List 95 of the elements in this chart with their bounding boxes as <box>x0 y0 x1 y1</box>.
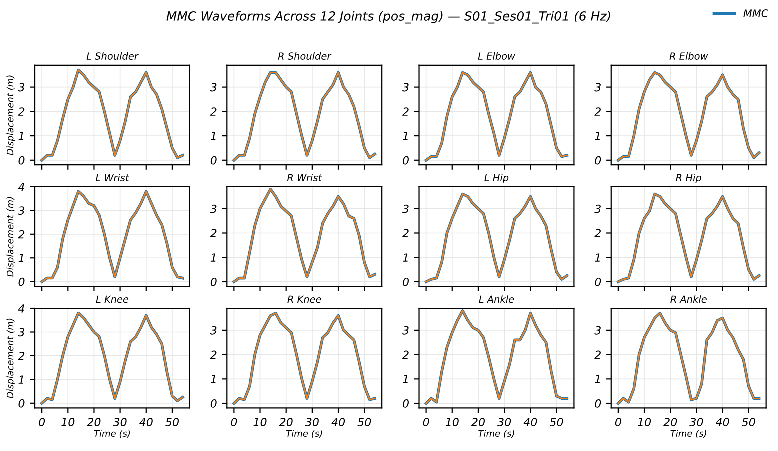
y-tick-label: 0 <box>403 278 409 286</box>
x-tick-label: 0 <box>423 418 430 426</box>
x-axis-title: Time (s) <box>670 430 706 438</box>
chart-subtitle: R Shoulder <box>278 52 332 60</box>
y-tick-label: 0 <box>210 156 217 165</box>
x-tick-label: 10 <box>254 418 267 426</box>
y-tick-label: 0 <box>403 400 409 408</box>
y-tick-label: 2 <box>594 108 601 116</box>
y-tick-label: 3 <box>18 206 25 216</box>
y-tick-label: 3 <box>210 326 217 335</box>
y-tick-label: 0 <box>18 278 25 286</box>
x-tick-label: 30 <box>498 418 512 426</box>
y-tick-label: 2 <box>18 352 25 360</box>
y-axis-title: Displacement (m) <box>6 318 16 398</box>
y-tick-label: 1 <box>595 254 600 262</box>
x-tick-label: 20 <box>471 418 485 426</box>
y-tick-label: 1 <box>18 376 24 384</box>
text: MMC Waveforms Across 12 Joints (pos_mag) — S01_Ses01_Tri01 (6 Hz) <box>166 11 610 24</box>
chart-subtitle: L Ankle <box>479 296 514 304</box>
x-tick-label: 20 <box>664 418 678 426</box>
y-tick-label: 3 <box>18 328 25 337</box>
y-tick-label: 1 <box>403 132 408 140</box>
y-axis-title: Displacement (m) <box>6 76 16 156</box>
chart-subtitle: L Knee <box>96 296 129 304</box>
x-tick-label: 40 <box>524 418 538 426</box>
y-tick-label: 3 <box>402 326 409 335</box>
x-tick-label: 30 <box>113 418 127 426</box>
y-tick-label: 3 <box>402 204 409 214</box>
x-tick-label: 0 <box>615 418 622 426</box>
chart-subtitle: R Knee <box>288 296 322 304</box>
y-tick-label: 1 <box>595 375 600 384</box>
x-tick-label: 50 <box>358 418 372 426</box>
y-tick-label: 1 <box>210 254 216 262</box>
x-tick-label: 50 <box>742 418 756 426</box>
x-tick-label: 10 <box>62 418 75 426</box>
y-tick-label: 1 <box>403 375 408 384</box>
y-tick-label: 3 <box>18 83 25 92</box>
y-tick-label: 2 <box>594 229 601 238</box>
y-tick-label: 2 <box>402 229 409 238</box>
y-tick-label: 0 <box>595 400 602 408</box>
chart-subtitle: L Shoulder <box>86 52 139 60</box>
x-axis-title: Time (s) <box>94 430 130 438</box>
legend-label: MMC <box>744 10 769 18</box>
y-tick-label: 0 <box>595 156 602 165</box>
x-tick-label: 20 <box>279 418 293 426</box>
y-tick-label: 2 <box>18 230 25 239</box>
x-tick-label: 10 <box>446 418 459 426</box>
y-tick-label: 2 <box>210 350 217 360</box>
chart-subtitle: L Wrist <box>96 174 130 182</box>
y-tick-label: 0 <box>210 400 217 408</box>
y-tick-label: 0 <box>18 399 25 408</box>
y-tick-label: 1 <box>18 254 24 262</box>
y-tick-label: 3 <box>594 326 601 335</box>
x-tick-label: 40 <box>140 418 153 426</box>
y-tick-label: 3 <box>210 204 217 214</box>
y-tick-label: 3 <box>210 83 217 92</box>
chart-subtitle: L Elbow <box>478 52 516 60</box>
x-tick-label: 20 <box>87 418 101 426</box>
chart-subtitle: R Ankle <box>670 296 707 304</box>
y-tick-label: 1 <box>18 132 24 140</box>
x-axis-title: Time (s) <box>478 430 514 438</box>
x-tick-label: 30 <box>305 418 319 426</box>
chart-subtitle: R Elbow <box>670 52 708 60</box>
x-tick-label: 50 <box>550 418 564 426</box>
y-tick-label: 2 <box>594 350 601 360</box>
x-tick-label: 40 <box>332 418 346 426</box>
y-tick-label: 2 <box>402 350 409 360</box>
chart-subtitle: R Hip <box>676 174 702 184</box>
y-tick-label: 1 <box>595 132 600 140</box>
y-tick-label: 1 <box>403 254 408 262</box>
y-tick-label: 1 <box>210 132 216 140</box>
x-tick-label: 0 <box>39 418 46 426</box>
y-axis-title: Displacement (m) <box>6 197 16 277</box>
y-tick-label: 0 <box>210 278 217 286</box>
x-tick-label: 0 <box>231 418 238 426</box>
y-tick-label: 1 <box>210 375 216 384</box>
y-tick-label: 2 <box>210 108 217 116</box>
x-axis-title: Time (s) <box>286 430 322 438</box>
y-tick-label: 3 <box>594 204 601 214</box>
y-tick-label: 4 <box>18 183 24 192</box>
y-tick-label: 2 <box>210 229 217 238</box>
chart-subtitle: L Hip <box>484 174 509 184</box>
y-tick-label: 4 <box>18 304 24 313</box>
y-tick-label: 0 <box>18 156 25 165</box>
y-tick-label: 2 <box>402 108 409 116</box>
chart-subtitle: R Wrist <box>287 174 322 182</box>
x-tick-label: 10 <box>638 418 652 426</box>
x-tick-label: 50 <box>166 418 179 426</box>
y-tick-label: 0 <box>403 156 409 165</box>
y-tick-label: 3 <box>594 83 601 92</box>
x-tick-label: 30 <box>690 418 704 426</box>
y-tick-label: 2 <box>18 108 25 116</box>
y-tick-label: 3 <box>402 83 409 92</box>
y-tick-label: 0 <box>595 278 602 286</box>
x-tick-label: 40 <box>716 418 730 426</box>
